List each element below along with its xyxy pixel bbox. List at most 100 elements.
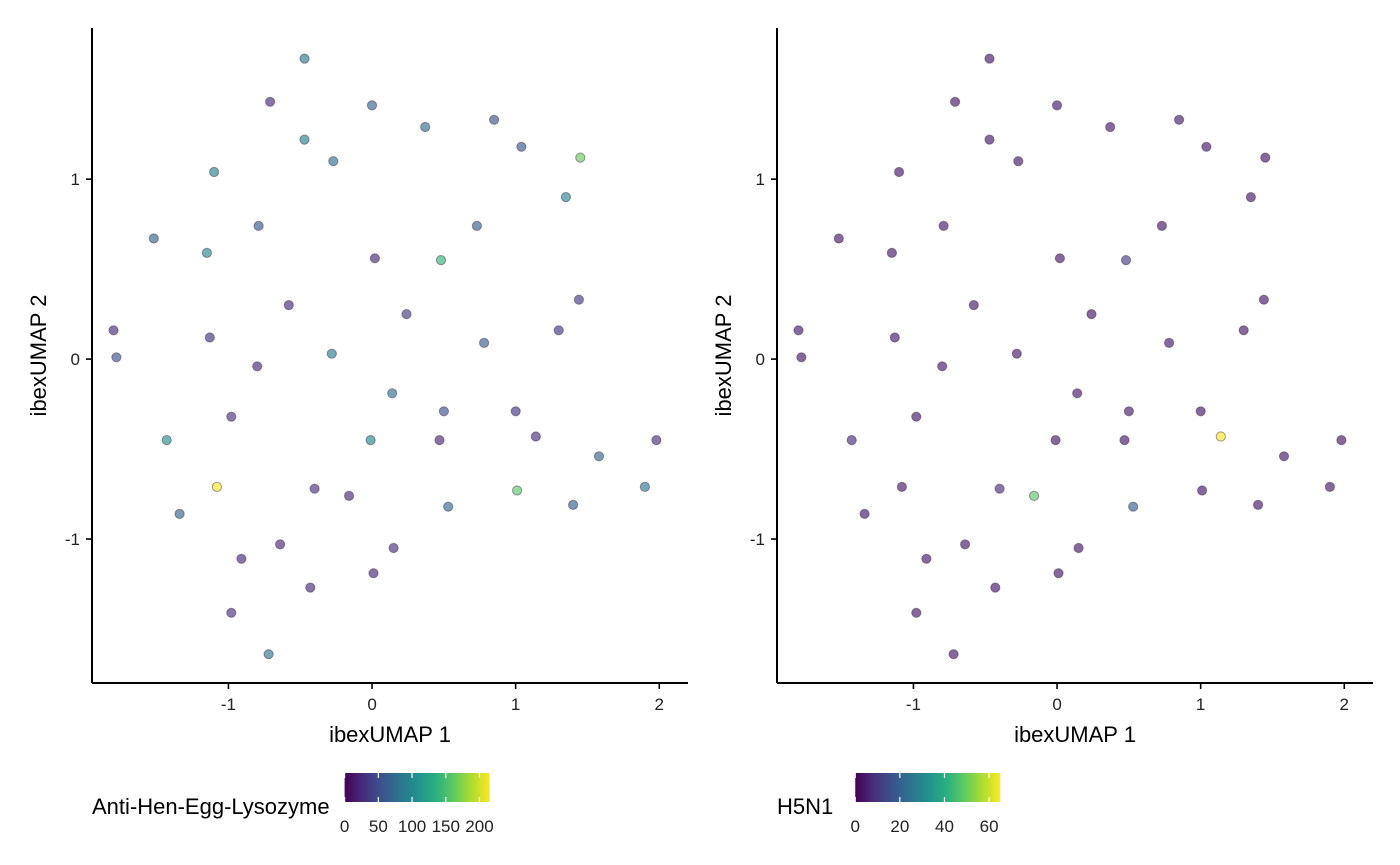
chart2-point (1197, 485, 1208, 496)
chart2-point (1123, 406, 1135, 417)
chart1-point (435, 255, 447, 266)
chart1-colorbar (344, 773, 490, 802)
chart2-point (1324, 481, 1336, 492)
chart1-colorbar-label: 50 (369, 817, 388, 836)
chart1-point (265, 96, 276, 107)
chart2-legend-title: H5N1 (777, 794, 833, 819)
chart1-point (575, 152, 586, 163)
chart2-x-axis-title: ibexUMAP 1 (1014, 722, 1136, 747)
chart2-point (984, 53, 995, 64)
chart2-point (1245, 192, 1257, 203)
chart2-point (1253, 499, 1264, 510)
chart1-point (365, 435, 376, 446)
chart2-point (896, 481, 908, 492)
chart2-point (950, 96, 961, 107)
chart1-point (263, 649, 274, 660)
chart1-colorbar-label: 150 (432, 817, 460, 836)
chart2-point (1156, 220, 1168, 231)
chart2-point (1128, 501, 1139, 512)
chart2-point (833, 233, 844, 244)
chart2-point (1051, 100, 1063, 111)
chart1-point (401, 309, 412, 320)
chart2-point (1260, 152, 1271, 163)
chart1-point (510, 406, 521, 417)
chart1-point (209, 166, 220, 178)
chart2-point (960, 539, 971, 550)
chart2-colorbar (855, 773, 1001, 802)
chart1-colorbar-label: 0 (340, 817, 349, 836)
chart1-point (283, 300, 294, 311)
chart1-point (305, 582, 316, 593)
chart1-y-tick-label: -1 (65, 530, 80, 549)
chart1-point (593, 451, 605, 462)
chart1-point (512, 485, 523, 496)
chart2-point (1238, 325, 1249, 336)
chart1-legend-title: Anti-Hen-Egg-Lysozyme (92, 794, 330, 819)
chart2-point (968, 300, 979, 311)
chart1-point (434, 435, 445, 446)
chart2-point (1258, 294, 1270, 305)
chart2-point (1086, 309, 1097, 320)
chart2-colorbar-label: 40 (935, 817, 954, 836)
chart1-point (471, 220, 482, 231)
chart2-point (1164, 337, 1175, 348)
chart2-point (911, 607, 922, 618)
chart1-point (252, 361, 263, 372)
chart1-point (111, 352, 122, 363)
chart2-point (990, 582, 1001, 593)
chart2-point (1072, 388, 1083, 399)
chart2-point (894, 166, 905, 178)
chart2-point (1201, 141, 1212, 152)
chart1-point (174, 508, 185, 520)
chart2-point (1050, 435, 1061, 446)
chart2-point (793, 325, 804, 336)
chart1-point (387, 388, 398, 399)
chart1-point (309, 483, 320, 494)
chart1-point (226, 607, 237, 618)
chart2-y-tick-label: -1 (750, 530, 765, 549)
chart1-point (211, 481, 222, 492)
chart1-point (573, 294, 585, 305)
chart2-point (937, 361, 948, 372)
chart1-point (443, 501, 454, 512)
chart1-point (275, 539, 286, 550)
chart1-point (388, 542, 399, 554)
chart2-point (921, 553, 932, 564)
chart1-point (366, 100, 378, 111)
chart1-point (651, 435, 662, 446)
chart1-x-tick-label: 1 (511, 695, 520, 714)
chart2-point (938, 220, 949, 231)
chart2-x-tick-label: 1 (1196, 695, 1205, 714)
chart2-point (846, 435, 857, 446)
chart1-point (299, 134, 310, 145)
chart2-x-tick-label: -1 (906, 695, 921, 714)
chart2-point (1174, 114, 1185, 125)
chart1-x-tick-label: -1 (221, 695, 236, 714)
chart1-point (328, 156, 339, 167)
chart1-point (639, 481, 651, 492)
chart1-point (438, 406, 449, 417)
chart2-point (911, 411, 922, 422)
chart1-point (479, 337, 490, 348)
chart1-point (368, 568, 379, 579)
chart1-point (516, 141, 527, 152)
chart2-point (1336, 435, 1347, 446)
chart2-colorbar-label: 20 (890, 817, 909, 836)
chart1-point (553, 325, 564, 336)
chart1-point (369, 253, 380, 264)
chart1-x-axis-title: ibexUMAP 1 (329, 722, 451, 747)
chart2-point (1120, 255, 1132, 266)
chart1-colorbar-label: 100 (398, 817, 426, 836)
chart2-colorbar-label: 0 (851, 817, 860, 836)
chart2-point (994, 483, 1005, 494)
chart2-point (984, 134, 995, 145)
chart1-point (326, 348, 337, 359)
chart1-point (148, 233, 159, 244)
chart1-y-tick-label: 0 (71, 350, 80, 369)
chart2-point (1013, 156, 1024, 167)
chart1-point (420, 121, 431, 133)
chart2-point (796, 352, 807, 363)
chart1-point (568, 499, 579, 510)
chart2-point (1029, 490, 1040, 501)
chart2-point (1073, 542, 1084, 554)
